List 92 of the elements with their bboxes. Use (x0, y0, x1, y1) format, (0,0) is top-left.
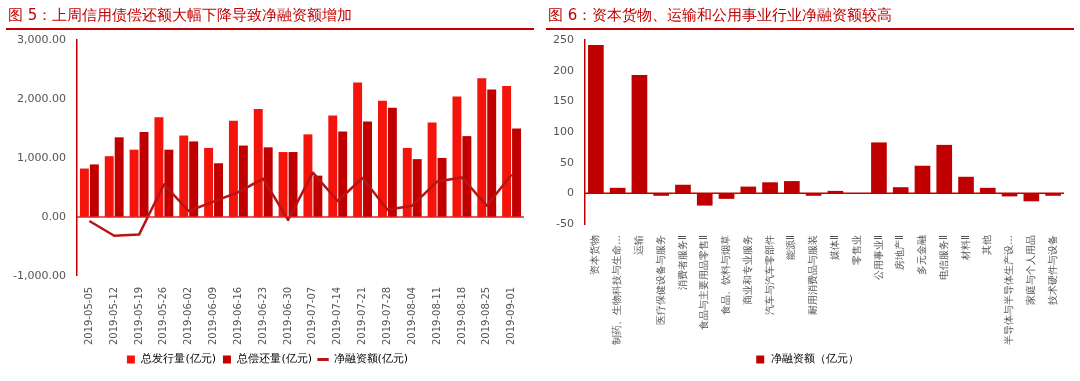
x-tick-label: 商业和专业服务 (741, 235, 753, 305)
x-tick-label: 多元金融 (916, 235, 928, 275)
x-tick-label: 2019-07-14 (331, 286, 343, 346)
y-tick-label: 0.00 (41, 209, 66, 223)
x-tick-label: 汽车与汽车零部件 (763, 235, 775, 315)
x-tick-label: 公用事业Ⅱ (872, 235, 884, 280)
bar (214, 163, 223, 217)
x-tick-label: 2019-07-07 (306, 286, 318, 346)
bar (502, 86, 512, 217)
x-tick-label: 2019-05-12 (107, 286, 119, 346)
y-tick-label: 2,000.00 (16, 91, 66, 105)
x-tick-label: 媒体Ⅱ (828, 235, 840, 260)
x-tick-label: 2019-08-25 (480, 286, 492, 346)
bar (412, 159, 422, 217)
x-tick-label: 2019-09-01 (505, 286, 517, 346)
x-tick-label: 消费者服务Ⅱ (676, 235, 688, 290)
x-tick-label: 2019-07-28 (381, 286, 392, 346)
x-tick-label: 2019-06-02 (182, 286, 194, 346)
legend-label: 总偿还量(亿元) (236, 352, 313, 366)
x-tick-label: 半导体与半导体生产设… (1003, 235, 1015, 345)
x-tick-label: 2019-08-11 (430, 286, 442, 346)
chart-title: 图 5：上周信用债偿还额大幅下降导致净融资额增加 (6, 0, 534, 30)
bar (377, 100, 387, 217)
x-tick-label: 运输 (633, 235, 645, 255)
x-tick-label: 2019-06-09 (207, 286, 219, 346)
x-tick-label: 房地产Ⅱ (894, 235, 906, 270)
bar (512, 128, 522, 217)
bar (452, 96, 462, 217)
x-tick-label: 2019-05-19 (132, 286, 144, 346)
bar (263, 147, 273, 217)
y-tick-label: 100 (553, 124, 574, 138)
x-tick-label: 2019-06-16 (231, 286, 243, 346)
bar (338, 131, 348, 217)
bar (228, 120, 238, 217)
bar (104, 156, 114, 217)
bar (363, 121, 372, 217)
y-tick-label: 1,000.00 (16, 150, 66, 164)
bar (437, 157, 447, 217)
y-tick-label: 250 (553, 32, 574, 46)
bar (462, 136, 472, 217)
bar (427, 122, 437, 217)
bar (179, 135, 189, 217)
bar (303, 134, 313, 217)
y-tick-label: 0 (567, 186, 574, 200)
bar (477, 78, 487, 217)
x-tick-label: 技术硬件与设备 (1046, 235, 1058, 306)
bar (353, 82, 363, 217)
x-tick-label: 零售业 (850, 235, 862, 265)
bar (253, 109, 263, 217)
x-tick-label: 制药、生物科技与生命… (611, 235, 623, 345)
bar (328, 115, 338, 217)
x-tick-label: 家庭与个人用品 (1024, 235, 1036, 305)
bar (313, 175, 323, 217)
y-tick-label: 3,000.00 (16, 32, 66, 46)
bar (164, 149, 174, 217)
y-tick-label: 50 (560, 155, 574, 169)
x-tick-label: 2019-06-30 (281, 286, 293, 346)
bar (154, 117, 164, 217)
x-tick-label: 电信服务Ⅱ (937, 235, 949, 280)
bar (114, 137, 124, 217)
bar (89, 164, 99, 217)
bar (487, 89, 497, 217)
x-tick-label: 材料Ⅱ (959, 235, 971, 261)
bar (278, 152, 288, 217)
x-tick-label: 资本货物 (589, 235, 601, 275)
x-tick-label: 2019-08-04 (405, 286, 417, 346)
y-tick-label: 200 (553, 63, 574, 77)
x-tick-label: 耐用消费品与服装 (807, 235, 819, 315)
legend-label: 总发行量(亿元) (140, 352, 216, 366)
legend-label: 净融资额(亿元) (333, 352, 409, 366)
bar (204, 147, 214, 217)
legend-label: 净融资额（亿元） (770, 352, 859, 366)
bar (79, 168, 89, 217)
bar (189, 141, 199, 217)
x-tick-label: 食品、饮料与烟草 (720, 235, 732, 315)
x-tick-label: 能源Ⅱ (785, 235, 797, 260)
x-tick-label: 2019-07-21 (356, 286, 368, 346)
y-tick-label: 150 (553, 94, 574, 108)
bar (238, 145, 248, 217)
x-tick-label: 2019-06-23 (256, 286, 268, 346)
bar (129, 149, 139, 217)
x-tick-label: 其他 (981, 235, 993, 255)
x-tick-label: 2019-05-26 (157, 286, 169, 346)
bar (402, 147, 412, 217)
chart-title: 图 6：资本货物、运输和公用事业行业净融资额较高 (546, 0, 1074, 30)
x-tick-label: 2019-08-18 (455, 286, 467, 346)
x-tick-label: 医疗保健设备与服务 (654, 235, 666, 325)
bar (387, 107, 397, 217)
x-tick-label: 2019-05-05 (82, 286, 94, 346)
y-tick-label: -1,000.00 (12, 268, 66, 282)
y-tick-label: -50 (556, 216, 574, 230)
x-tick-label: 食品与主要用品零售Ⅱ (698, 235, 710, 330)
